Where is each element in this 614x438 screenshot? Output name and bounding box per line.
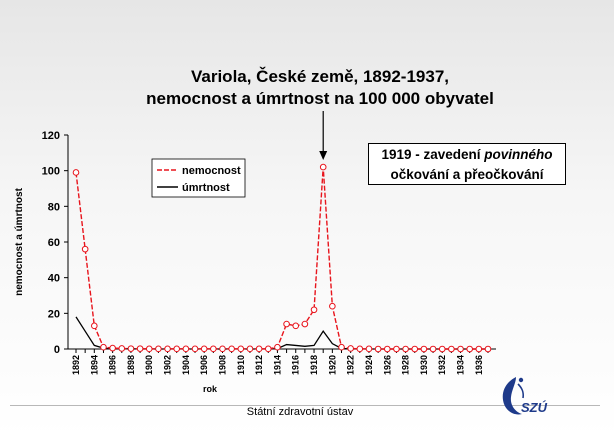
- logo-text: SZÚ: [521, 400, 548, 415]
- data-point-nemocnost: [145, 345, 153, 353]
- data-point-nemocnost: [301, 320, 309, 328]
- data-point-nemocnost: [210, 345, 217, 353]
- data-point-nemocnost: [81, 245, 89, 253]
- x-tick-label: 1920: [327, 355, 337, 375]
- x-tick-label: 1914: [272, 355, 282, 375]
- legend-box: [151, 158, 246, 198]
- chart-title: Variola, České země, 1892-1937, nemocnos…: [60, 66, 580, 110]
- x-tick-label: 1918: [309, 355, 319, 375]
- y-tick-label: 80: [48, 201, 60, 213]
- data-point-nemocnost: [484, 345, 492, 353]
- data-point-nemocnost: [475, 345, 483, 353]
- data-point-nemocnost: [91, 322, 98, 330]
- y-tick-label: 100: [42, 166, 60, 178]
- footer-divider: [10, 405, 600, 406]
- x-tick-label: 1904: [181, 355, 191, 375]
- data-point-nemocnost: [136, 345, 144, 352]
- data-point-nemocnost: [374, 345, 382, 353]
- y-tick-label: 20: [48, 308, 60, 320]
- data-point-nemocnost: [228, 345, 235, 353]
- x-tick-label: 1908: [217, 355, 227, 375]
- data-point-nemocnost: [164, 345, 171, 353]
- x-tick-label: 1910: [236, 355, 246, 375]
- data-point-nemocnost: [182, 345, 190, 353]
- data-point-nemocnost: [246, 345, 254, 353]
- data-point-nemocnost: [310, 306, 318, 314]
- annotation-text-a: 1919 - zavedení: [381, 147, 485, 162]
- chart-title-line-1: Variola, České země, 1892-1937,: [190, 67, 449, 86]
- footer-institution: Státní zdravotní ústav: [246, 406, 354, 418]
- y-axis-label: nemocnost a úmrtnost: [14, 187, 25, 295]
- x-tick-label: 1900: [144, 355, 154, 375]
- data-point-nemocnost: [155, 345, 162, 353]
- series-line-umrtnost: [75, 316, 488, 350]
- y-tick-label: 60: [48, 237, 60, 249]
- x-tick-label: 1936: [474, 355, 484, 375]
- data-point-nemocnost: [109, 344, 116, 352]
- data-point-nemocnost: [274, 343, 281, 351]
- data-point-nemocnost: [173, 345, 181, 353]
- data-point-nemocnost: [127, 345, 135, 352]
- data-point-nemocnost: [429, 345, 437, 353]
- x-tick-label: 1926: [382, 355, 392, 375]
- x-tick-label: 1922: [346, 355, 356, 375]
- x-tick-label: 1934: [456, 355, 466, 375]
- data-point-nemocnost: [420, 345, 428, 353]
- data-point-nemocnost: [438, 345, 446, 353]
- data-point-nemocnost: [237, 345, 245, 353]
- data-point-nemocnost: [292, 322, 300, 330]
- annotation-text-c: očkování a přeočkování: [390, 167, 544, 182]
- legend-label-umrtnost: úmrtnost: [182, 182, 230, 194]
- data-point-nemocnost: [255, 345, 263, 353]
- data-point-nemocnost: [283, 320, 290, 328]
- data-point-nemocnost: [457, 345, 464, 353]
- data-point-nemocnost: [329, 302, 336, 310]
- x-tick-label: 1912: [254, 355, 264, 375]
- data-point-nemocnost: [356, 345, 364, 353]
- data-point-nemocnost: [118, 345, 126, 352]
- data-point-nemocnost: [383, 345, 391, 353]
- data-point-nemocnost: [411, 345, 419, 353]
- y-tick-label: 0: [54, 344, 60, 356]
- x-tick-label: 1894: [89, 355, 99, 375]
- annotation-arrow-head: [319, 151, 328, 160]
- x-tick-label: 1896: [108, 355, 118, 375]
- x-tick-label: 1930: [419, 355, 429, 375]
- x-tick-label: 1916: [291, 355, 301, 375]
- annotation-text-b: povinného: [484, 147, 553, 162]
- data-point-nemocnost: [466, 345, 473, 353]
- data-point-nemocnost: [448, 345, 455, 353]
- x-axis-label: rok: [203, 384, 218, 394]
- vaccination-annotation: 1919 - zavedení povinného očkování a přeo…: [368, 143, 566, 185]
- y-tick-label: 40: [48, 273, 60, 285]
- chart-title-line-2: nemocnost a úmrtnost na 100 000 obyvatel: [146, 89, 494, 108]
- data-point-nemocnost: [319, 163, 327, 171]
- x-tick-label: 1924: [364, 355, 374, 375]
- data-point-nemocnost: [200, 345, 208, 353]
- data-point-nemocnost: [219, 345, 226, 353]
- series-line-nemocnost: [75, 167, 488, 350]
- data-point-nemocnost: [100, 343, 107, 351]
- x-tick-label: 1892: [71, 355, 81, 375]
- szu-logo-icon: SZÚ: [502, 377, 548, 415]
- x-tick-label: 1898: [126, 355, 136, 375]
- x-tick-label: 1928: [401, 355, 411, 375]
- data-point-nemocnost: [402, 345, 409, 353]
- legend-label-nemocnost: nemocnost: [182, 165, 241, 177]
- data-point-nemocnost: [264, 345, 272, 353]
- y-tick-label: 120: [42, 130, 60, 142]
- data-point-nemocnost: [72, 169, 80, 176]
- data-point-nemocnost: [365, 345, 373, 353]
- x-tick-label: 1932: [437, 355, 447, 375]
- data-point-nemocnost: [191, 345, 199, 353]
- data-point-nemocnost: [393, 345, 400, 353]
- data-point-nemocnost: [347, 345, 354, 352]
- x-tick-label: 1902: [163, 355, 173, 375]
- x-tick-label: 1906: [199, 355, 209, 375]
- data-point-nemocnost: [338, 343, 345, 351]
